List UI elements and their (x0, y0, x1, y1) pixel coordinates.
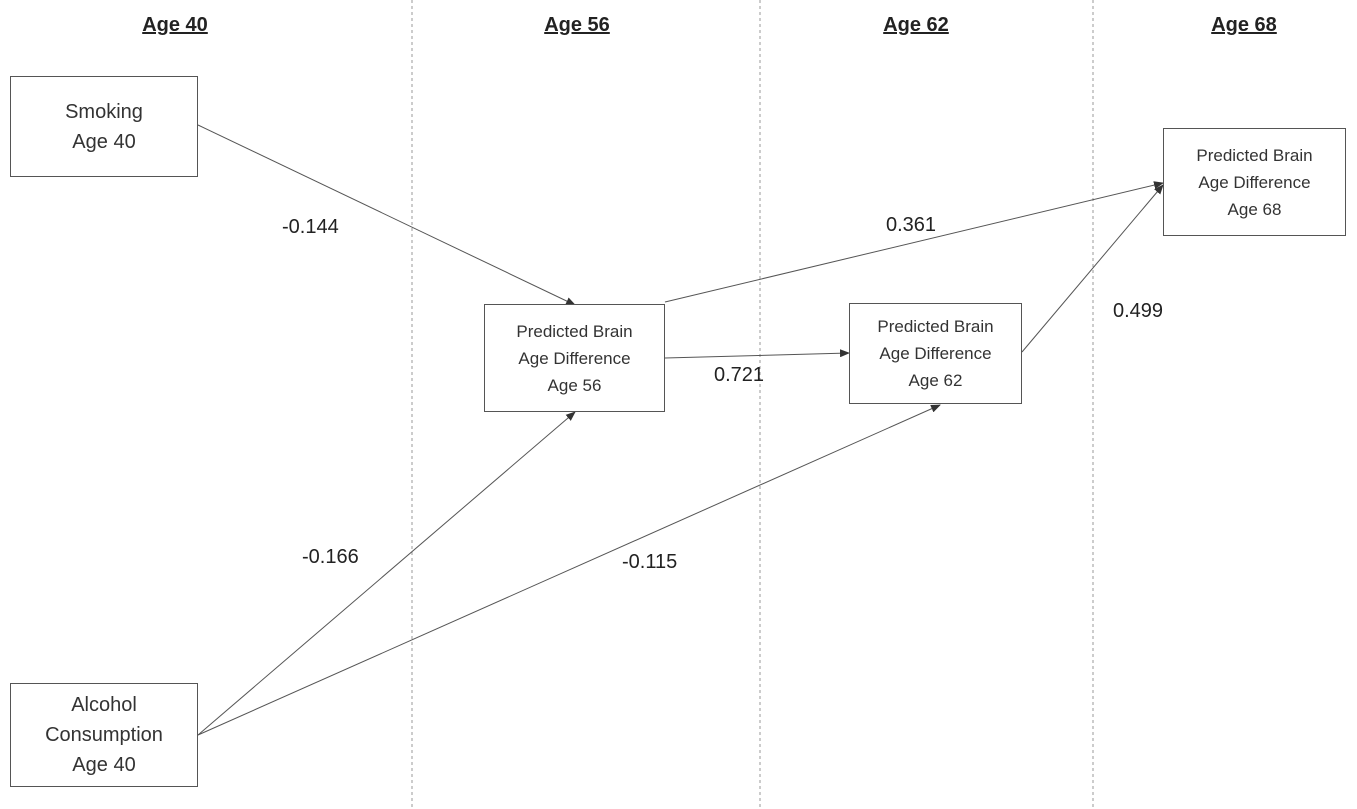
node-label-line: Age 56 (547, 375, 602, 395)
arrow-alcohol-to-pbad62 (197, 404, 941, 736)
coefficient-pbad56-to-pbad62: 0.721 (714, 364, 765, 386)
arrow-alcohol-to-pbad56 (197, 411, 576, 736)
node-predicted-brain-age-difference-68: Predicted Brain Age Difference Age 68 (1163, 128, 1346, 236)
node-label-line: Age 68 (1227, 199, 1282, 219)
node-label-line: Consumption (45, 724, 163, 746)
coefficient-smoking-to-pbad56: -0.144 (282, 216, 339, 238)
node-label-line: Age 62 (908, 371, 963, 390)
node-label-line: Smoking (65, 100, 143, 123)
coefficient-pbad62-to-pbad68: 0.499 (1113, 300, 1164, 322)
node-label-line: Alcohol (71, 694, 137, 716)
arrow-pbad56-to-pbad62 (664, 349, 850, 359)
node-label-line: Predicted Brain (877, 317, 994, 336)
node-label-line: Age 40 (72, 130, 136, 153)
arrow-pbad56-to-pbad68 (664, 181, 1164, 303)
node-alcohol-consumption-age-40: Alcohol Consumption Age 40 (10, 683, 198, 787)
node-label-line: Predicted Brain (516, 321, 633, 341)
arrow-pbad62-to-pbad68 (1021, 184, 1164, 353)
node-label-line: Predicted Brain (1196, 145, 1313, 165)
node-smoking-age-40: Smoking Age 40 (10, 76, 198, 177)
coefficient-pbad56-to-pbad68: 0.361 (886, 214, 937, 236)
node-label-line: Age Difference (879, 344, 992, 363)
coefficient-alcohol-to-pbad56: -0.166 (302, 546, 359, 568)
node-predicted-brain-age-difference-62: Predicted Brain Age Difference Age 62 (849, 303, 1022, 404)
node-label-line: Age Difference (518, 348, 631, 368)
column-heading-age-68: Age 68 (1211, 14, 1277, 36)
node-predicted-brain-age-difference-56: Predicted Brain Age Difference Age 56 (484, 304, 665, 412)
coefficient-alcohol-to-pbad62: -0.115 (622, 551, 678, 573)
arrow-smoking-to-pbad56 (197, 124, 576, 306)
column-heading-age-62: Age 62 (883, 14, 949, 36)
node-label-line: Age 40 (72, 754, 136, 776)
column-heading-age-56: Age 56 (544, 14, 610, 36)
node-label-line: Age Difference (1198, 172, 1311, 192)
column-heading-age-40: Age 40 (142, 14, 208, 36)
